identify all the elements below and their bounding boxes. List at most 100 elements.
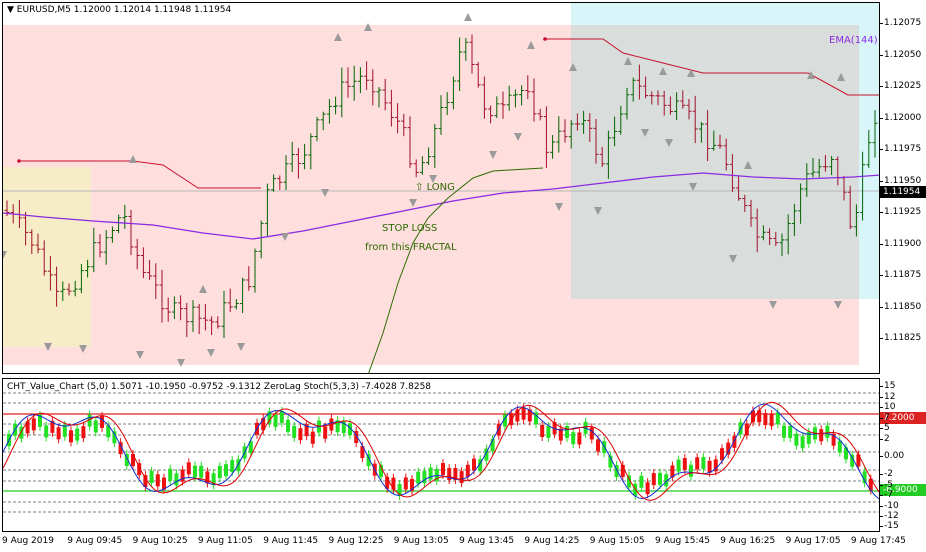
value-chart-bar (230, 460, 235, 473)
time-axis[interactable]: 9 Aug 2019 9 Aug 09:45 9 Aug 10:25 9 Aug 11… (0, 532, 906, 552)
value-chart-bar (571, 432, 576, 445)
value-chart-bar (81, 426, 86, 439)
value-chart-bar (639, 475, 644, 488)
value-chart-bar (434, 469, 439, 482)
value-chart-bar (769, 414, 774, 427)
value-chart-bar (224, 464, 228, 477)
value-chart-bar (106, 425, 111, 438)
fractal-up-icon (687, 69, 695, 77)
value-chart-bar (56, 427, 61, 440)
value-chart-bar (124, 454, 129, 467)
fractal-down-icon (729, 255, 737, 263)
value-chart-bar (794, 433, 799, 446)
price-tick: 1.11825 (879, 333, 922, 343)
value-chart-bar (323, 426, 328, 439)
value-chart-bar (868, 478, 873, 491)
value-chart-bar (651, 473, 656, 486)
time-label: 9 Aug 16:25 (720, 536, 776, 546)
indicator-tick: 0.00 (879, 451, 905, 461)
fractal-down-icon (321, 189, 329, 197)
price-tick: 1.12000 (879, 112, 922, 123)
fractal-down-icon (207, 349, 215, 357)
value-chart-bar (422, 471, 427, 484)
long-text: LONG (426, 182, 455, 193)
indicator-tick: 7 (880, 413, 890, 423)
zone-gray (571, 25, 859, 299)
indicator-tick: 5 (880, 423, 890, 433)
value-chart-bar (515, 409, 520, 422)
price-tick: 1.11850 (879, 301, 922, 312)
fractal-down-icon (689, 183, 697, 191)
value-chart-bar (304, 424, 309, 437)
indicator-tick: -15 (880, 521, 899, 531)
value-chart-bar (143, 475, 148, 488)
price-chart-canvas (3, 13, 879, 373)
value-chart-bar (50, 420, 55, 433)
fractal-down-icon (514, 133, 522, 141)
value-chart-bar (379, 464, 383, 477)
price-chart-pane[interactable]: ▼ EURUSD,M5 1.12000 1.12014 1.11948 1.11… (2, 2, 880, 374)
value-chart-bar (131, 454, 135, 467)
value-chart-bar (558, 428, 563, 441)
price-tick: 1.12025 (879, 81, 922, 91)
value-chart-bar (732, 435, 737, 448)
fractal-down-icon (79, 345, 87, 353)
value-chart-bar (38, 414, 42, 427)
time-label: 9 Aug 2019 (2, 536, 54, 546)
indicator-tick: 12 (879, 392, 896, 402)
value-chart-bar (112, 431, 117, 444)
indicator-title: CHT_Value_Chart (5,0) 1.5071 -10.1950 -0… (7, 382, 432, 392)
value-chart-bar (428, 467, 433, 480)
fractal-down-icon (834, 301, 842, 309)
value-chart-bar (465, 464, 470, 477)
fractal-up-icon (807, 71, 815, 79)
value-chart-bar (335, 420, 340, 433)
value-chart-bar (676, 459, 681, 472)
indicator-pane[interactable]: CHT_Value_Chart (5,0) 1.5071 -10.1950 -0… (2, 378, 880, 532)
price-axis[interactable]: 1.11954 1.12075 1.12050 1.12025 1.12000 1.11… (879, 2, 926, 374)
value-chart-bar (236, 459, 241, 472)
chart-title: ▼ EURUSD,M5 1.12000 1.12014 1.11948 1.11… (7, 5, 231, 15)
indicator-axis[interactable]: 7.2000 -6.9000 15 12 10 7 5 2 0.00 -2 -5 -7 -10 -12… (879, 378, 926, 532)
value-chart-bar (459, 471, 464, 484)
fractal-down-icon (769, 301, 777, 309)
price-tick: 1.11875 (879, 270, 922, 280)
value-chart-bar (819, 429, 824, 442)
time-label: 9 Aug 15:05 (589, 536, 645, 546)
value-chart-bar (775, 412, 780, 425)
indicator-tick: -10 (880, 501, 899, 511)
value-chart-bar (273, 414, 278, 427)
value-chart-bar (360, 446, 365, 459)
lower-level-label: -6.9000 (880, 484, 926, 496)
value-chart-bar (850, 454, 855, 467)
dropdown-triangle-icon[interactable]: ▼ (7, 5, 14, 15)
time-label: 9 Aug 13:05 (393, 536, 449, 546)
stop-start-dot (17, 159, 21, 163)
value-chart-bar (763, 413, 768, 426)
value-chart-bar (248, 441, 253, 454)
value-chart-bar (385, 476, 390, 489)
value-chart-bar (689, 464, 693, 477)
value-chart-bar (93, 420, 98, 433)
value-chart-bar (856, 454, 861, 467)
value-chart-bar (726, 442, 731, 455)
fractal-down-icon (665, 139, 673, 147)
time-label: 9 Aug 09:45 (67, 536, 123, 546)
value-chart-bar (620, 464, 625, 477)
price-tick: 1.12075 (879, 18, 922, 28)
value-chart-bar (695, 457, 700, 470)
value-chart-bar (800, 436, 805, 449)
value-chart-bar (292, 425, 297, 438)
value-chart-bar (410, 478, 414, 491)
value-chart-bar (788, 426, 793, 439)
stop-line-left (19, 160, 261, 189)
stop-line-right (545, 38, 879, 96)
value-chart-bar (682, 458, 687, 471)
stoch-main-line (3, 403, 879, 500)
fractal-down-icon (136, 351, 144, 359)
value-chart-bar (862, 471, 867, 484)
value-chart-bar (180, 469, 185, 482)
value-chart-bar (186, 462, 191, 475)
time-label: 9 Aug 17:45 (850, 536, 906, 546)
